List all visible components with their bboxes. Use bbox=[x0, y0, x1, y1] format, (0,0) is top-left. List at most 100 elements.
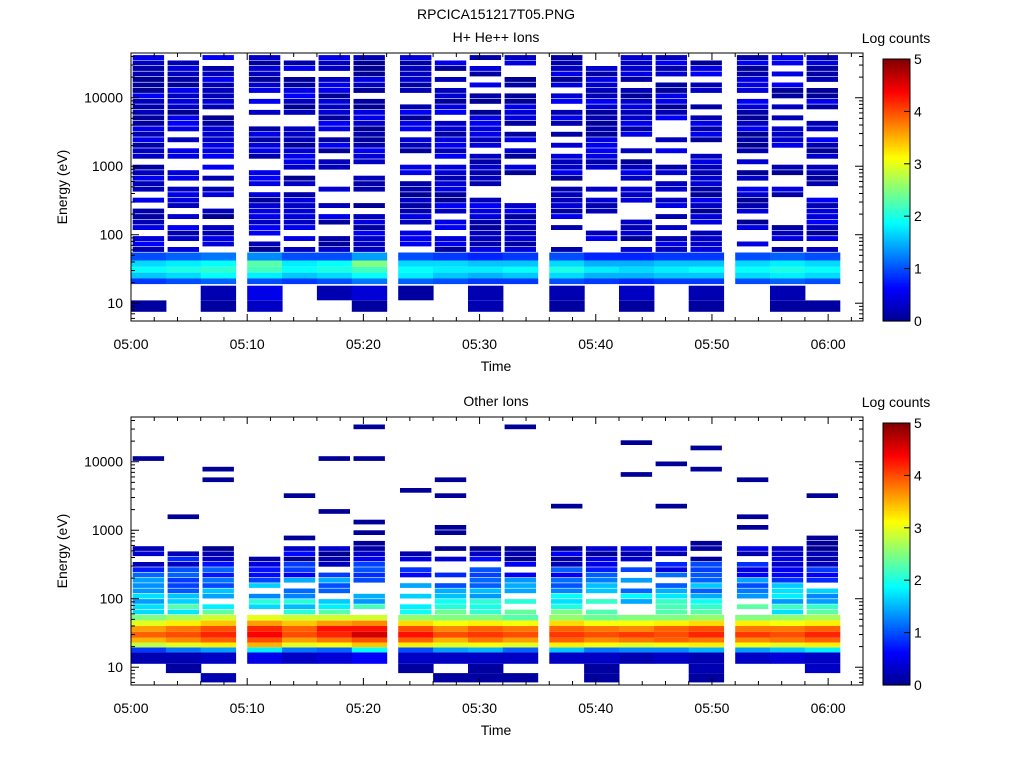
heatmap-cell bbox=[283, 181, 316, 187]
heatmap-cell bbox=[655, 115, 687, 121]
heatmap-cell bbox=[736, 567, 769, 572]
heatmap-cell bbox=[620, 71, 653, 77]
heatmap-cell bbox=[736, 115, 769, 121]
colorbar-segment bbox=[883, 671, 910, 675]
colorbar-segment bbox=[883, 674, 910, 677]
colorbar-segment bbox=[883, 556, 910, 559]
heatmap-cell bbox=[434, 142, 467, 148]
colorbar-segment bbox=[883, 126, 910, 130]
heatmap-cell bbox=[165, 663, 202, 674]
heatmap-cell bbox=[468, 252, 504, 261]
heatmap-cell bbox=[551, 82, 583, 88]
heatmap-cell bbox=[549, 637, 585, 643]
heatmap-cell bbox=[398, 663, 434, 674]
colorbar-segment bbox=[883, 115, 910, 119]
heatmap-cell bbox=[247, 642, 283, 648]
heatmap-cell bbox=[771, 593, 804, 599]
heatmap-cell bbox=[351, 266, 388, 273]
heatmap-cell bbox=[167, 609, 199, 615]
heatmap-cell bbox=[551, 192, 583, 198]
heatmap-cell bbox=[434, 546, 467, 551]
colorbar-segment bbox=[883, 124, 910, 128]
heatmap-cell bbox=[202, 192, 234, 198]
heatmap-cell bbox=[771, 115, 804, 121]
x-tick-label: 05:40 bbox=[578, 700, 613, 716]
heatmap-cell bbox=[316, 266, 353, 273]
heatmap-cell bbox=[655, 88, 687, 93]
heatmap-cell bbox=[770, 272, 806, 279]
x-tick-label: 06:00 bbox=[811, 700, 846, 716]
colorbar-segment bbox=[883, 471, 910, 474]
heatmap-cell bbox=[469, 208, 502, 214]
colorbar-segment bbox=[883, 152, 910, 156]
heatmap-cell bbox=[804, 647, 841, 653]
heatmap-cell bbox=[200, 673, 237, 683]
heatmap-cell bbox=[504, 583, 536, 588]
colorbar-segment bbox=[883, 466, 910, 470]
heatmap-cell bbox=[318, 236, 350, 241]
heatmap-cell bbox=[318, 88, 350, 93]
heatmap-cell bbox=[551, 98, 583, 104]
heatmap-cell bbox=[804, 260, 841, 267]
heatmap-cell bbox=[248, 197, 281, 203]
heatmap-cell bbox=[806, 556, 838, 562]
heatmap-cell bbox=[620, 197, 653, 203]
heatmap-cell bbox=[400, 197, 432, 203]
heatmap-cell bbox=[248, 126, 281, 132]
heatmap-cell bbox=[770, 278, 806, 285]
heatmap-cell bbox=[804, 300, 841, 312]
x-axis: 05:00 05:10 05:20 05:30 05:40 05:50 06:00 bbox=[113, 417, 852, 716]
heatmap-cell bbox=[584, 260, 620, 267]
heatmap-cell bbox=[619, 626, 655, 632]
heatmap-cell bbox=[690, 164, 722, 170]
heatmap-cell bbox=[200, 260, 237, 267]
heatmap-cell bbox=[736, 120, 769, 126]
heatmap-cell bbox=[318, 164, 350, 170]
heatmap-cell bbox=[551, 225, 583, 230]
heatmap-cell bbox=[247, 652, 283, 664]
heatmap-cell bbox=[653, 620, 690, 626]
heatmap-cell bbox=[248, 583, 281, 588]
colorbar-segment bbox=[883, 532, 910, 535]
colorbar-segment bbox=[883, 89, 910, 93]
colorbar-segment bbox=[883, 628, 910, 632]
heatmap-cell bbox=[318, 104, 350, 110]
colorbar-segment bbox=[883, 595, 910, 599]
heatmap-cell bbox=[771, 247, 804, 252]
colorbar-segment bbox=[883, 159, 910, 163]
colorbar-segment bbox=[883, 615, 910, 618]
heatmap-cell bbox=[283, 577, 316, 583]
heatmap-cell bbox=[585, 120, 618, 126]
colorbar-segment bbox=[883, 104, 910, 108]
colorbar-segment bbox=[883, 157, 910, 161]
heatmap-cell bbox=[771, 126, 804, 132]
heatmap-cell bbox=[202, 104, 234, 110]
heatmap-cell bbox=[585, 236, 618, 241]
colorbar-segment bbox=[883, 120, 910, 123]
heatmap-cell bbox=[202, 562, 234, 567]
heatmap-cell bbox=[282, 272, 318, 279]
heatmap-cell bbox=[316, 652, 353, 664]
heatmap-cell bbox=[690, 540, 722, 546]
heatmap-cell bbox=[584, 272, 620, 279]
x-tick-label: 05:30 bbox=[462, 336, 497, 352]
heatmap-cell bbox=[653, 266, 690, 273]
heatmap-cell bbox=[167, 562, 199, 567]
heatmap-cell bbox=[167, 588, 199, 594]
heatmap-cell bbox=[735, 652, 771, 664]
heatmap-cell bbox=[551, 93, 583, 99]
colorbar-segment bbox=[883, 582, 910, 586]
colorbar-segment bbox=[883, 198, 910, 202]
heatmap-cell bbox=[132, 55, 165, 60]
heatmap-cell bbox=[398, 637, 434, 643]
heatmap-cell bbox=[132, 197, 165, 203]
heatmap-cell bbox=[400, 77, 432, 82]
heatmap-cell bbox=[690, 60, 722, 66]
heatmap-cell bbox=[132, 109, 165, 115]
y-axis-label: Energy (eV) bbox=[54, 150, 70, 225]
heatmap-cell bbox=[620, 104, 653, 110]
heatmap-cell bbox=[248, 214, 281, 219]
colorbar-segment bbox=[883, 573, 910, 577]
colorbar-segment bbox=[883, 316, 910, 320]
colorbar-segment bbox=[883, 222, 910, 226]
